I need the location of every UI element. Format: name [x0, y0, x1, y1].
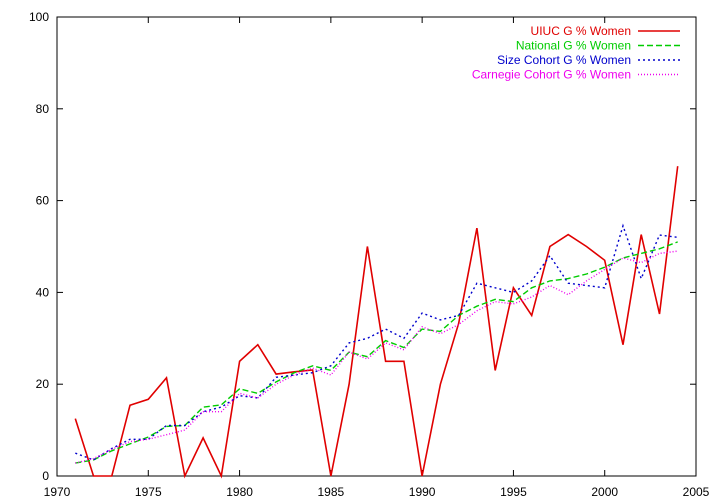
- legend-label: Carnegie Cohort G % Women: [472, 68, 631, 82]
- plot-frame: [56, 16, 697, 477]
- x-tick-label: 1990: [409, 485, 436, 499]
- series-line-3: [75, 250, 678, 464]
- y-tick-label: 60: [36, 194, 50, 208]
- x-axis: 1970 1975 1980 1985 1990 1995 2000 2005: [44, 17, 710, 499]
- y-tick-label: 40: [36, 285, 50, 299]
- series-line-2: [75, 223, 678, 461]
- series-line-1: [75, 241, 678, 464]
- x-tick-label: 1995: [500, 485, 527, 499]
- x-tick-label: 1975: [135, 485, 162, 499]
- legend-label: UIUC G % Women: [531, 24, 631, 38]
- series-lines: [74, 166, 679, 479]
- x-tick-label: 2000: [591, 485, 618, 499]
- y-tick-label: 80: [36, 102, 50, 116]
- y-axis: 0 20 40 60 80 100: [29, 10, 696, 483]
- legend-label: National G % Women: [516, 39, 631, 53]
- y-tick-label: 20: [36, 377, 50, 391]
- legend-label: Size Cohort G % Women: [497, 53, 631, 67]
- y-tick-label: 100: [29, 10, 49, 24]
- x-tick-label: 1980: [226, 485, 253, 499]
- x-tick-label: 1970: [44, 485, 71, 499]
- x-tick-label: 1985: [318, 485, 345, 499]
- y-tick-label: 0: [42, 469, 49, 483]
- series-line-0: [74, 166, 679, 479]
- x-tick-label: 2005: [683, 485, 710, 499]
